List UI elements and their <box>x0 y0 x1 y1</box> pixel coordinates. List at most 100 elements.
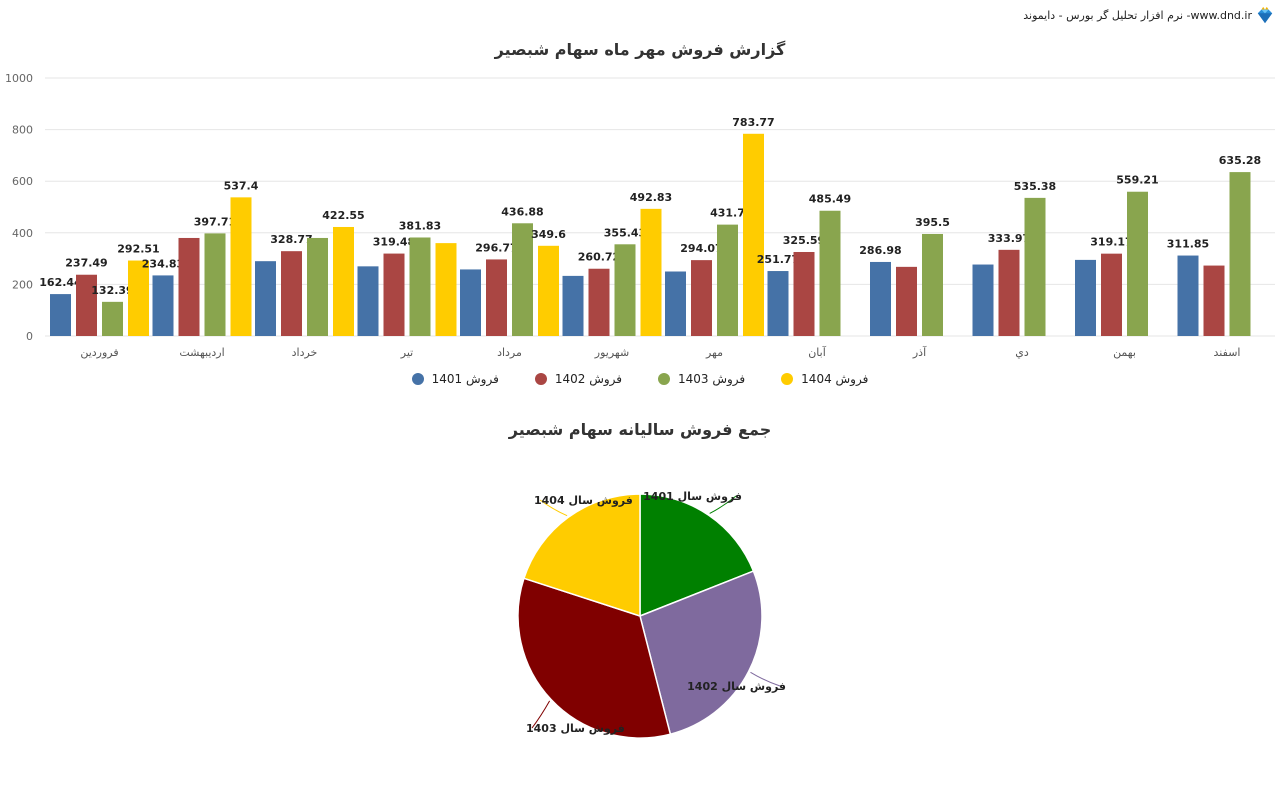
bar[interactable] <box>333 226 354 336</box>
legend-item[interactable]: فروش 1404 <box>781 372 868 386</box>
data-label: 319.48 <box>373 236 415 249</box>
data-label: 234.83 <box>142 257 184 270</box>
bar[interactable] <box>76 274 97 336</box>
data-label: 296.77 <box>475 241 517 254</box>
legend-label: فروش 1402 <box>554 372 622 386</box>
x-tick-label: دي <box>1015 346 1029 359</box>
data-label: 537.4 <box>224 179 259 192</box>
bar[interactable] <box>743 133 764 336</box>
legend-label: فروش 1404 <box>801 372 869 386</box>
bar[interactable] <box>128 260 149 336</box>
bar[interactable] <box>1101 253 1122 336</box>
bar[interactable] <box>204 233 226 336</box>
x-tick-label: اسفند <box>1214 346 1241 359</box>
bar[interactable] <box>486 259 507 336</box>
x-tick-label: خرداد <box>292 346 318 359</box>
pie-slice[interactable] <box>517 577 672 739</box>
pie-slice[interactable] <box>639 570 763 736</box>
y-tick-label: 800 <box>12 124 33 137</box>
data-label: 260.72 <box>578 251 620 264</box>
bar[interactable] <box>665 271 686 337</box>
x-tick-label: شهریور <box>594 346 629 359</box>
brand-header: نرم افزار تحلیل گر بورس - دایموند -www.d… <box>1023 6 1274 24</box>
data-label: 286.98 <box>859 244 901 257</box>
bar[interactable] <box>281 251 302 336</box>
y-tick-label: 400 <box>12 227 33 240</box>
bar[interactable] <box>1203 265 1225 336</box>
brand-text: نرم افزار تحلیل گر بورس - دایموند -www.d… <box>1023 8 1252 22</box>
x-tick-label: مهر <box>705 346 723 359</box>
legend-label: فروش 1401 <box>431 372 499 386</box>
bar[interactable] <box>357 266 379 336</box>
bar[interactable] <box>691 260 712 336</box>
bar[interactable] <box>819 210 841 336</box>
bar[interactable] <box>767 271 789 336</box>
bar[interactable] <box>998 249 1020 336</box>
bar[interactable] <box>896 266 917 336</box>
bar[interactable] <box>1127 191 1148 336</box>
bar[interactable] <box>102 301 123 336</box>
x-tick-label: آذر <box>912 345 927 359</box>
bar[interactable] <box>255 261 276 336</box>
bar[interactable] <box>409 237 431 336</box>
pie-slice[interactable] <box>639 493 755 618</box>
data-label: 422.55 <box>322 209 364 222</box>
pie-slice[interactable] <box>523 493 641 618</box>
bar[interactable] <box>870 261 891 336</box>
x-tick-label: آبان <box>808 345 826 359</box>
data-label: 349.6 <box>531 228 566 241</box>
bar[interactable] <box>717 224 738 336</box>
legend-dot-icon <box>781 373 794 385</box>
bar[interactable] <box>1177 255 1199 336</box>
bar[interactable] <box>538 245 559 336</box>
bar[interactable] <box>562 275 584 336</box>
legend-dot-icon <box>411 373 424 385</box>
legend-item[interactable]: فروش 1402 <box>534 372 622 386</box>
bar[interactable] <box>230 197 252 336</box>
bar[interactable] <box>435 243 457 336</box>
y-tick-label: 600 <box>12 175 33 188</box>
legend-item[interactable]: فروش 1401 <box>411 372 499 386</box>
bar[interactable] <box>178 237 200 336</box>
bar[interactable] <box>1024 197 1046 336</box>
data-label: 431.7 <box>710 207 745 220</box>
bar[interactable] <box>922 233 943 336</box>
data-label: 132.39 <box>91 284 133 297</box>
data-label: 395.5 <box>915 216 950 229</box>
legend-item[interactable]: فروش 1403 <box>658 372 745 386</box>
data-label: 333.97 <box>988 232 1030 245</box>
data-label: 635.28 <box>1219 154 1261 167</box>
diamond-icon <box>1257 6 1273 24</box>
bar[interactable] <box>50 294 71 336</box>
bar[interactable] <box>383 253 405 336</box>
data-label: 319.17 <box>1090 236 1132 249</box>
bar[interactable] <box>614 244 636 336</box>
bar[interactable] <box>640 208 662 336</box>
callout-line <box>531 700 551 729</box>
data-label: 485.49 <box>809 193 851 206</box>
pie-label: فروش سال 1404 <box>534 494 633 507</box>
bar-chart-legend: فروش 1401 فروش 1402 فروش 1403 فروش 1404 <box>0 372 1280 386</box>
bar[interactable] <box>152 275 174 336</box>
bar-chart: 0 200 400 600 800 1000 162.44 237.49 132.39 292.5… <box>5 72 1275 359</box>
data-label: 294.07 <box>680 242 722 255</box>
pie-label: فروش سال 1401 <box>643 490 742 503</box>
data-label: 292.51 <box>117 243 159 256</box>
bar[interactable] <box>972 264 994 336</box>
y-tick-label: 200 <box>12 278 33 291</box>
bar[interactable] <box>1075 259 1096 336</box>
bar[interactable] <box>460 269 481 336</box>
callout-line <box>750 671 781 687</box>
x-tick-label: فروردین <box>80 346 118 359</box>
pie-chart: فروش سال 1401 فروش سال 1402 فروش سال 1403 ف… <box>517 490 786 739</box>
bar[interactable] <box>793 251 815 336</box>
bar[interactable] <box>588 268 610 336</box>
bar[interactable] <box>307 237 328 336</box>
data-label: 535.38 <box>1014 180 1056 193</box>
data-label: 311.85 <box>1167 238 1209 251</box>
bar[interactable] <box>512 223 533 336</box>
x-tick-label: بهمن <box>1113 346 1136 359</box>
callout-line <box>709 495 737 514</box>
bar[interactable] <box>1229 172 1251 336</box>
data-label: 162.44 <box>39 276 82 289</box>
